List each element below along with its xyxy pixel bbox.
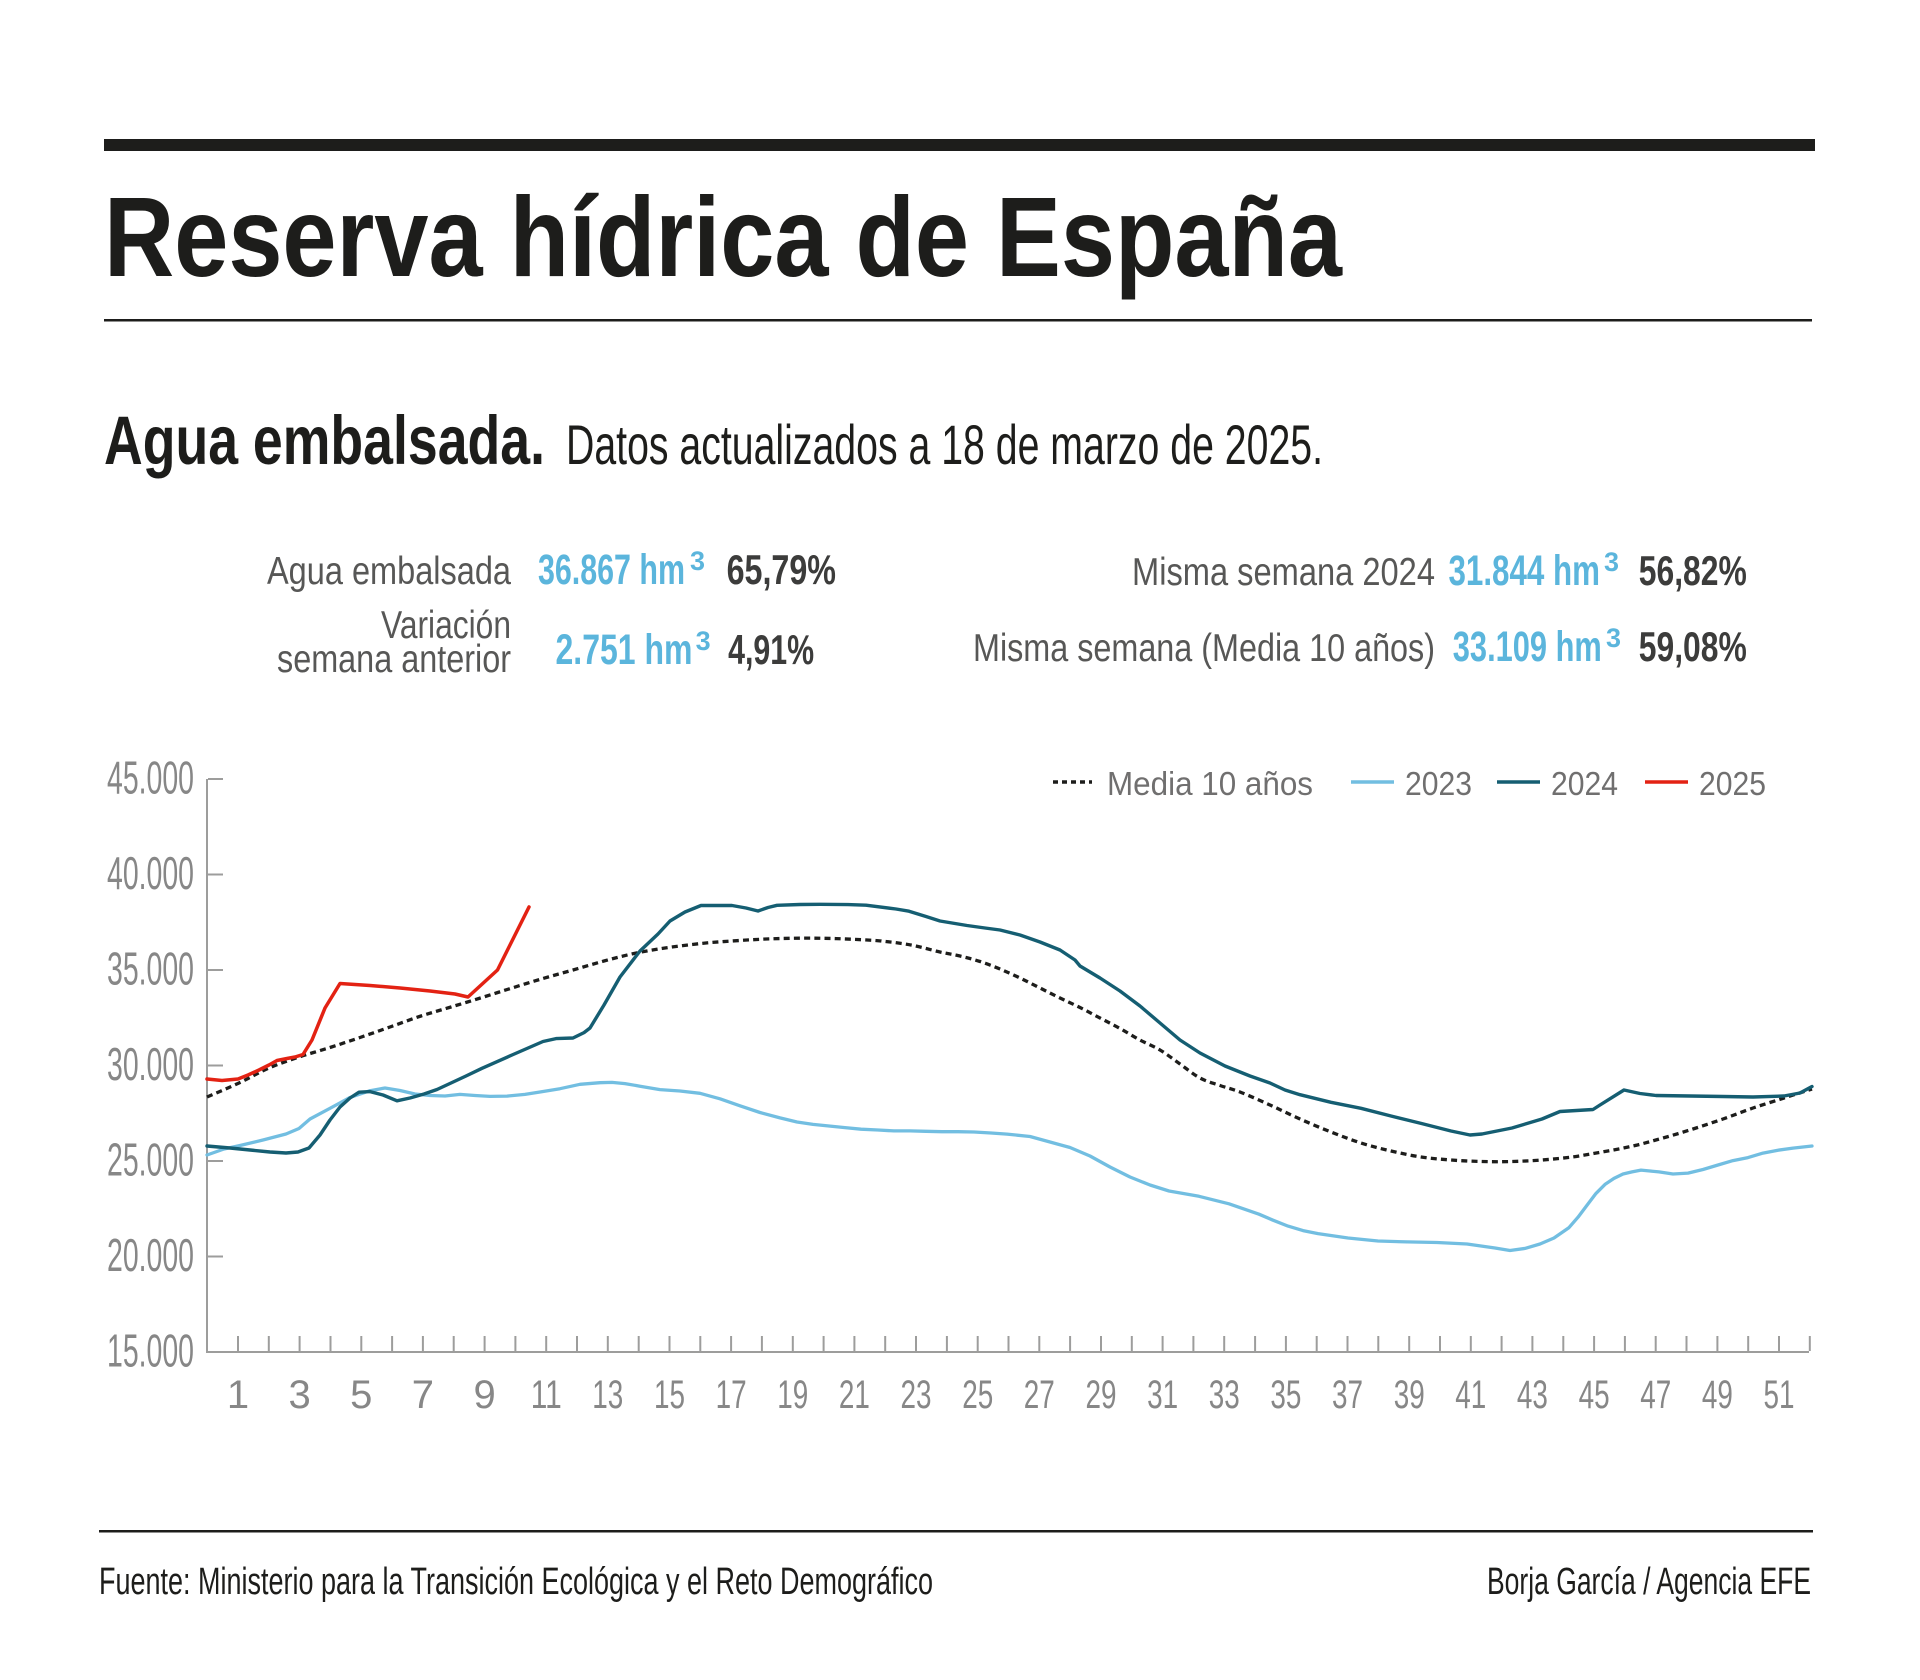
svg-text:Agua embalsada.: Agua embalsada. [104, 402, 545, 479]
svg-text:43: 43 [1517, 1373, 1548, 1417]
svg-text:Fuente: Ministerio para la Tra: Fuente: Ministerio para la Transición Ec… [99, 1561, 933, 1603]
svg-text:3: 3 [696, 626, 711, 656]
svg-text:Misma semana 2024: Misma semana 2024 [1132, 551, 1435, 594]
svg-text:45.000: 45.000 [107, 752, 194, 804]
svg-text:7: 7 [412, 1373, 434, 1417]
svg-text:21: 21 [839, 1373, 870, 1417]
svg-text:51: 51 [1764, 1373, 1795, 1417]
svg-text:semana anterior: semana anterior [277, 638, 511, 681]
svg-text:Misma semana (Media 10 años): Misma semana (Media 10 años) [973, 627, 1435, 670]
svg-text:2.751 hm: 2.751 hm [556, 626, 693, 674]
svg-text:Borja García / Agencia EFE: Borja García / Agencia EFE [1487, 1561, 1811, 1603]
svg-text:27: 27 [1024, 1373, 1055, 1417]
svg-text:3: 3 [288, 1373, 310, 1417]
svg-text:39: 39 [1394, 1373, 1425, 1417]
svg-text:23: 23 [901, 1373, 932, 1417]
svg-text:13: 13 [592, 1373, 623, 1417]
svg-text:29: 29 [1086, 1373, 1117, 1417]
svg-text:15.000: 15.000 [107, 1325, 194, 1377]
svg-text:Media 10 años: Media 10 años [1107, 765, 1313, 802]
svg-text:9: 9 [473, 1373, 495, 1417]
svg-text:11: 11 [531, 1373, 562, 1417]
svg-text:49: 49 [1702, 1373, 1733, 1417]
svg-text:35.000: 35.000 [107, 943, 194, 995]
svg-text:31.844 hm: 31.844 hm [1449, 547, 1601, 595]
svg-text:Agua embalsada: Agua embalsada [267, 550, 511, 593]
svg-text:2025: 2025 [1699, 765, 1766, 802]
svg-text:1: 1 [227, 1373, 249, 1417]
svg-text:65,79%: 65,79% [727, 546, 836, 593]
svg-text:31: 31 [1147, 1373, 1178, 1417]
svg-text:Variación: Variación [381, 604, 511, 647]
svg-text:20.000: 20.000 [107, 1229, 194, 1281]
svg-text:15: 15 [654, 1373, 685, 1417]
svg-text:37: 37 [1332, 1373, 1363, 1417]
svg-text:30.000: 30.000 [107, 1038, 194, 1090]
svg-text:3: 3 [690, 546, 705, 576]
svg-text:25.000: 25.000 [107, 1134, 194, 1186]
svg-text:41: 41 [1455, 1373, 1486, 1417]
svg-text:2023: 2023 [1405, 765, 1472, 802]
svg-text:56,82%: 56,82% [1639, 547, 1747, 594]
svg-text:33.109 hm: 33.109 hm [1453, 623, 1602, 671]
svg-text:Reserva hídrica de España: Reserva hídrica de España [104, 174, 1343, 300]
svg-text:40.000: 40.000 [107, 847, 194, 899]
svg-text:25: 25 [962, 1373, 993, 1417]
svg-text:36.867 hm: 36.867 hm [538, 546, 685, 594]
svg-text:3: 3 [1604, 547, 1619, 577]
svg-text:33: 33 [1209, 1373, 1240, 1417]
svg-text:Datos actualizados a 18 de mar: Datos actualizados a 18 de marzo de 2025… [566, 413, 1323, 476]
svg-text:59,08%: 59,08% [1639, 623, 1747, 670]
svg-text:4,91%: 4,91% [728, 626, 814, 673]
svg-text:45: 45 [1579, 1373, 1610, 1417]
svg-text:2024: 2024 [1551, 765, 1618, 802]
svg-text:3: 3 [1606, 623, 1621, 653]
svg-text:47: 47 [1640, 1373, 1671, 1417]
svg-text:19: 19 [777, 1373, 808, 1417]
svg-text:35: 35 [1270, 1373, 1301, 1417]
svg-text:5: 5 [350, 1373, 372, 1417]
svg-text:17: 17 [716, 1373, 747, 1417]
